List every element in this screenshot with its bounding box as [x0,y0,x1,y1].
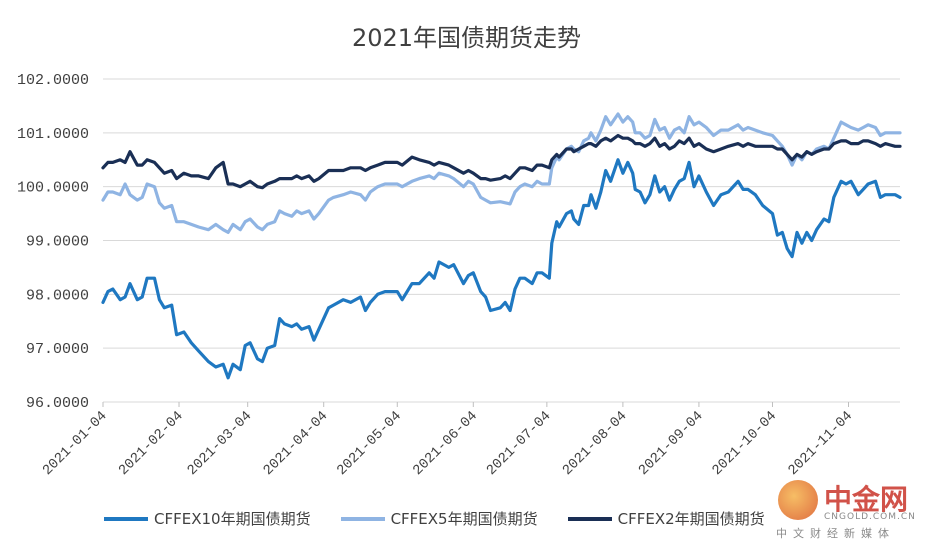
legend: CFFEX10年期国债期货 CFFEX5年期国债期货 CFFEX2年期国债期货 [104,508,765,529]
legend-label-cffex10: CFFEX10年期国债期货 [154,510,311,528]
y-tick-label: 102.0000 [17,72,89,89]
x-tick-label: 2021-08-04 [560,408,631,479]
series-line-1 [101,112,902,234]
legend-label-cffex2: CFFEX2年期国债期货 [617,510,765,528]
x-tick-label: 2021-04-04 [261,408,332,479]
x-tick-label: 2021-06-04 [410,408,481,479]
x-tick-label: 2021-03-04 [184,408,255,479]
legend-swatch-cffex5 [340,516,385,521]
legend-item-cffex10: CFFEX10年期国债期货 [104,508,311,529]
y-tick-label: 101.0000 [17,126,89,143]
x-tick-label: 2021-02-04 [116,408,187,479]
y-tick-label: 96.0000 [26,395,89,412]
watermark-slogan: 中文财经新媒体 [776,527,895,540]
chart-title: 2021年国债期货走势 [351,24,582,52]
x-tick-label: 2021-05-04 [334,408,405,479]
y-axis-ticks: 96.0000 97.0000 98.0000 99.0000 100.0000 101.… [17,72,89,412]
x-tick-label: 2021-11-04 [785,408,856,479]
y-tick-label: 98.0000 [26,287,89,304]
y-tick-label: 97.0000 [26,341,89,358]
series-lines [101,112,902,380]
gridlines [103,78,900,403]
watermark-brand: 中金网 [824,483,909,516]
y-tick-label: 99.0000 [26,234,89,251]
legend-swatch-cffex10 [104,516,148,521]
x-tick-label: 2021-10-04 [709,408,780,479]
legend-item-cffex5: CFFEX5年期国债期货 [340,508,538,529]
legend-item-cffex2: CFFEX2年期国债期货 [567,508,765,529]
y-tick-label: 100.0000 [17,180,89,197]
series-line-0 [101,158,902,380]
series-line-2 [101,133,902,190]
x-tick-label: 2021-07-04 [484,408,555,479]
x-tick-label: 2021-09-04 [636,408,707,479]
watermark-logo-icon [778,480,818,520]
legend-label-cffex5: CFFEX5年期国债期货 [390,510,538,528]
watermark-url: CNGOLD.COM.CN [824,512,916,522]
legend-swatch-cffex2 [567,516,612,521]
x-tick-label: 2021-01-04 [40,408,111,479]
watermark: 中金网 CNGOLD.COM.CN 中文财经新媒体 [776,478,926,540]
